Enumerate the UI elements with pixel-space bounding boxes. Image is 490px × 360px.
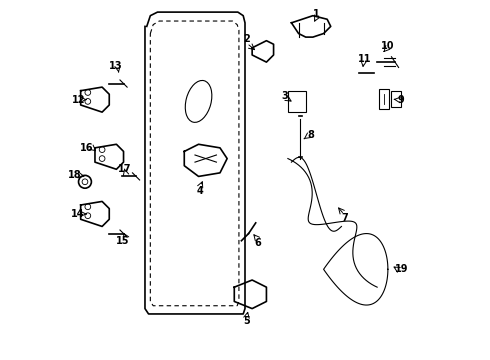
Text: 3: 3: [282, 91, 289, 101]
Text: 8: 8: [308, 130, 315, 140]
Text: 16: 16: [80, 143, 94, 153]
Text: 17: 17: [118, 164, 131, 174]
Text: 14: 14: [72, 209, 85, 219]
Text: 1: 1: [313, 9, 320, 19]
Text: 5: 5: [244, 316, 250, 326]
Text: 12: 12: [72, 95, 86, 105]
Text: 7: 7: [342, 212, 348, 222]
Text: 18: 18: [68, 170, 81, 180]
Text: 19: 19: [395, 264, 409, 274]
Text: 4: 4: [197, 186, 204, 196]
Text: 13: 13: [109, 61, 122, 71]
Bar: [391, 91, 401, 107]
Text: 2: 2: [244, 34, 250, 44]
Bar: [288, 91, 306, 112]
Bar: [379, 89, 389, 109]
Text: 11: 11: [358, 54, 371, 64]
Text: 10: 10: [381, 41, 394, 51]
Text: 15: 15: [116, 236, 129, 246]
Text: 6: 6: [254, 238, 261, 248]
Text: 9: 9: [397, 95, 404, 105]
